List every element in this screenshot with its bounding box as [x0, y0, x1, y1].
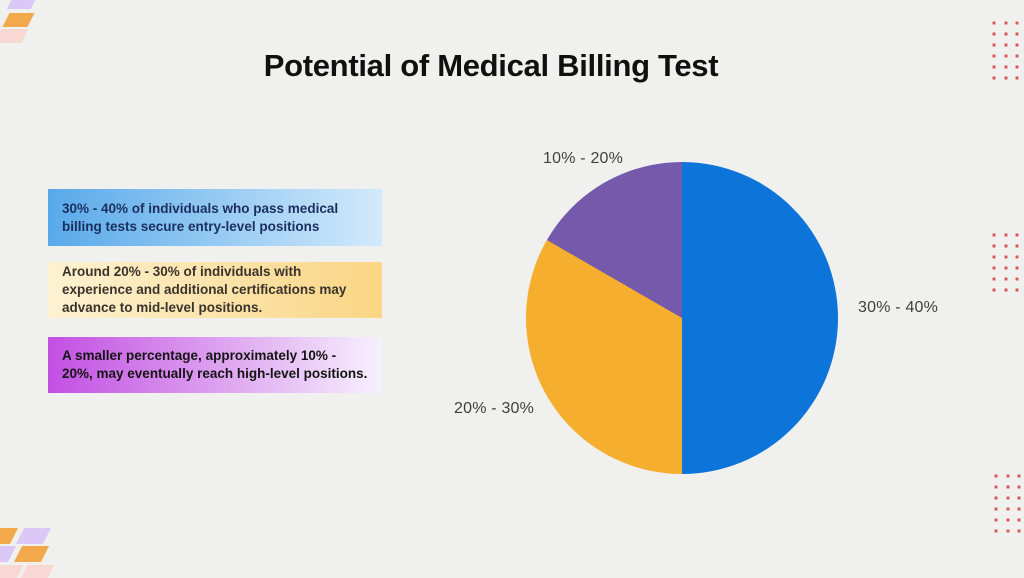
decor-stripe-pink [0, 565, 24, 578]
decor-dot [1015, 43, 1019, 47]
decor-dot [1015, 288, 1019, 292]
decor-dot [1017, 507, 1021, 511]
decor-dot [1017, 496, 1021, 500]
decor-stripe-lavender [15, 528, 52, 544]
decor-dot [994, 474, 998, 478]
decor-dot [994, 496, 998, 500]
decor-dot [1005, 474, 1010, 478]
decor-dot [992, 21, 996, 25]
decor-dot [1015, 21, 1019, 25]
decor-dot [992, 43, 996, 47]
decor-stripe-orange [2, 13, 35, 27]
decor-dot [1003, 21, 1008, 25]
decor-dot [1005, 496, 1010, 500]
decor-dot [1003, 277, 1008, 281]
decor-dot-grid-bottom [994, 474, 1024, 533]
decor-dot [1003, 54, 1008, 58]
info-card-entry-level: 30% - 40% of individuals who pass medica… [48, 189, 382, 246]
decor-dot [992, 244, 996, 248]
decor-dot [1017, 529, 1021, 533]
decor-dot [1017, 485, 1021, 489]
decor-dot [992, 288, 996, 292]
decor-dot [1003, 255, 1008, 259]
decor-dot [992, 76, 996, 80]
page-title: Potential of Medical Billing Test [263, 48, 719, 83]
decor-dot [994, 529, 998, 533]
decor-dot [1015, 76, 1019, 80]
decor-dot [1015, 32, 1019, 36]
decor-dot [1015, 277, 1019, 281]
decor-dot [992, 54, 996, 58]
decor-dot-grid-top [992, 21, 1024, 80]
decor-dot [1017, 518, 1021, 522]
decor-dot [992, 277, 996, 281]
decor-dot [1015, 54, 1019, 58]
pie-slice-label-10-20: 10% - 20% [543, 150, 624, 167]
decor-dot [1003, 65, 1008, 69]
decor-dot [992, 233, 996, 237]
decor-dot [1003, 288, 1008, 292]
decor-dot [992, 266, 996, 270]
decor-dot [1015, 233, 1019, 237]
decor-dot [1005, 518, 1010, 522]
decor-dot [1003, 76, 1008, 80]
decor-dot [1003, 32, 1008, 36]
info-card-text: 30% - 40% of individuals who pass medica… [62, 200, 339, 234]
decor-dot [994, 507, 998, 511]
pie-chart [526, 162, 838, 474]
info-card-high-level: A smaller percentage, approximately 10% … [48, 337, 382, 393]
decor-dot [1015, 65, 1019, 69]
decor-stripe-pink [0, 29, 29, 43]
decor-dot [1003, 233, 1008, 237]
decor-dot [1015, 266, 1019, 270]
decor-dot [1005, 529, 1010, 533]
info-card-mid-level: Around 20% - 30% of individuals with exp… [48, 262, 382, 318]
decor-dot [994, 485, 998, 489]
decor-dot [1003, 266, 1008, 270]
decor-dot [1015, 244, 1019, 248]
decor-dot [1003, 43, 1008, 47]
decor-stripe-orange [13, 546, 50, 562]
decor-dot [1003, 244, 1008, 248]
decor-dot [994, 518, 998, 522]
decor-dot [992, 255, 996, 259]
decor-stripe-lavender [6, 0, 38, 9]
info-card-text: A smaller percentage, approximately 10% … [62, 348, 368, 381]
decor-stripe-pink [20, 565, 55, 578]
decor-dot [992, 32, 996, 36]
decor-dot [992, 65, 996, 69]
decor-dot [1005, 485, 1010, 489]
pie-slice-label-20-30: 20% - 30% [454, 400, 535, 417]
info-card-text: Around 20% - 30% of individuals with exp… [62, 264, 347, 315]
decor-dot [1015, 255, 1019, 259]
decor-stripe-orange [0, 528, 19, 544]
decor-dot [1005, 507, 1010, 511]
decor-dot-grid-middle [992, 233, 1024, 292]
pie-slice-label-30-40: 30% - 40% [858, 299, 939, 316]
decor-dot [1017, 474, 1021, 478]
